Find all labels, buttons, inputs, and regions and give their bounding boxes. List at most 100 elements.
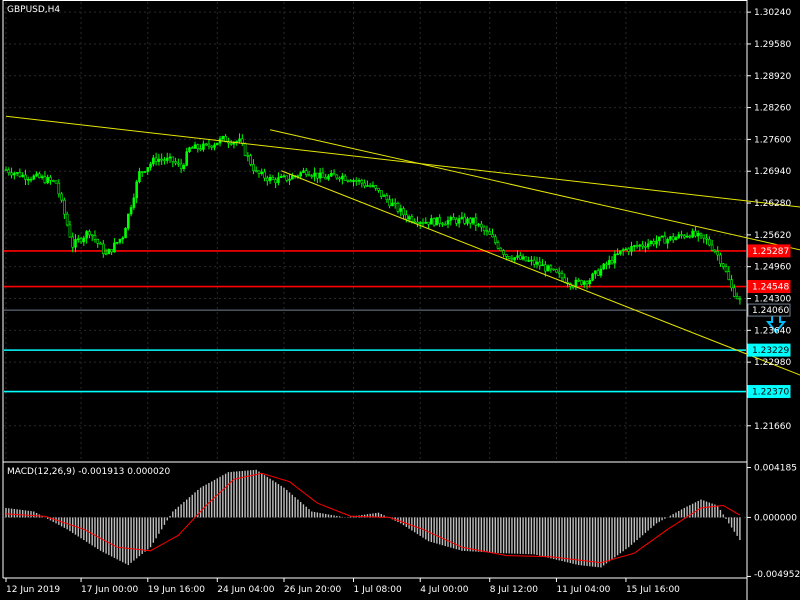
candle xyxy=(60,193,63,201)
candle xyxy=(71,236,75,248)
candle xyxy=(215,142,219,146)
candle xyxy=(252,164,255,171)
candle xyxy=(324,177,328,180)
candle xyxy=(657,236,661,242)
candle xyxy=(460,216,464,219)
candle xyxy=(152,157,155,165)
candle xyxy=(327,175,330,180)
candle xyxy=(613,253,617,264)
candle xyxy=(530,259,533,262)
candle xyxy=(463,216,467,224)
candle xyxy=(279,176,283,178)
candle xyxy=(696,232,700,237)
candle xyxy=(646,243,650,248)
candle xyxy=(221,136,225,140)
candle xyxy=(549,265,553,270)
candle xyxy=(188,147,191,152)
candle xyxy=(507,256,511,259)
candle xyxy=(580,280,583,285)
candle xyxy=(607,260,611,265)
candle xyxy=(154,157,158,162)
candle xyxy=(532,259,536,265)
candle xyxy=(165,157,169,161)
candle xyxy=(349,180,353,183)
candle xyxy=(76,238,80,241)
candle xyxy=(624,248,628,251)
candle xyxy=(143,171,147,173)
time-tick-label: 24 Jun 04:00 xyxy=(217,585,274,595)
candle xyxy=(316,172,319,179)
price-line-badge-label: 1.23229 xyxy=(752,346,789,356)
candle xyxy=(705,237,708,240)
candle xyxy=(13,173,16,176)
candle xyxy=(630,245,633,252)
price-line-badge-label: 1.25287 xyxy=(752,247,789,257)
candle xyxy=(418,222,422,224)
candle xyxy=(354,179,358,182)
candle xyxy=(599,268,603,276)
candle xyxy=(644,245,647,248)
candle xyxy=(157,158,161,162)
candle xyxy=(724,266,728,272)
price-line-badge xyxy=(747,303,791,317)
candle xyxy=(274,179,277,184)
candle xyxy=(341,175,344,180)
candle xyxy=(368,185,372,187)
candle xyxy=(521,256,525,260)
price-line-badge xyxy=(747,385,791,399)
candle xyxy=(199,148,202,150)
candle xyxy=(674,237,678,241)
candle xyxy=(524,256,528,262)
candle xyxy=(416,221,419,224)
candle xyxy=(555,269,558,273)
time-tick-label: 1 Jul 08:00 xyxy=(354,585,403,595)
candle xyxy=(346,180,350,182)
price-line-badge-label: 1.22370 xyxy=(752,388,789,398)
candle xyxy=(210,145,214,148)
candle xyxy=(104,253,108,256)
time-tick-label: 26 Jun 20:00 xyxy=(284,585,341,595)
candle xyxy=(468,218,472,224)
candle xyxy=(405,214,408,220)
price-tick-label: 1.23640 xyxy=(754,326,791,336)
candle xyxy=(491,234,494,238)
candle xyxy=(171,156,175,162)
candle xyxy=(63,199,66,215)
trendlines[interactable] xyxy=(5,115,800,397)
candle xyxy=(619,250,622,255)
candle xyxy=(585,281,589,285)
candle xyxy=(655,240,658,245)
candle xyxy=(49,177,52,181)
candle xyxy=(594,270,597,275)
candle xyxy=(477,223,480,226)
candle xyxy=(243,143,247,156)
candle xyxy=(307,174,311,177)
price-tick-label: 1.28920 xyxy=(754,72,791,82)
candle xyxy=(516,255,519,258)
candle xyxy=(29,178,33,181)
candle xyxy=(482,226,486,231)
candle xyxy=(174,161,177,164)
candle xyxy=(246,155,250,157)
candle xyxy=(213,144,216,148)
candle xyxy=(393,202,397,205)
time-tick-label: 17 Jun 00:00 xyxy=(81,585,138,595)
candle xyxy=(538,261,542,266)
candle xyxy=(299,172,302,177)
candle xyxy=(733,287,736,297)
candle xyxy=(474,217,478,226)
price-tick-label: 1.24300 xyxy=(754,294,791,304)
price-line-badge xyxy=(747,280,791,294)
candle xyxy=(124,227,127,239)
candle xyxy=(102,243,105,255)
candle xyxy=(610,260,614,264)
candle xyxy=(713,249,717,252)
candle xyxy=(485,230,489,232)
candle xyxy=(10,172,13,176)
candle xyxy=(371,185,375,187)
candle xyxy=(149,163,152,168)
price-tick-label: 1.22980 xyxy=(754,358,791,368)
candle xyxy=(663,235,667,244)
candle xyxy=(88,231,91,236)
